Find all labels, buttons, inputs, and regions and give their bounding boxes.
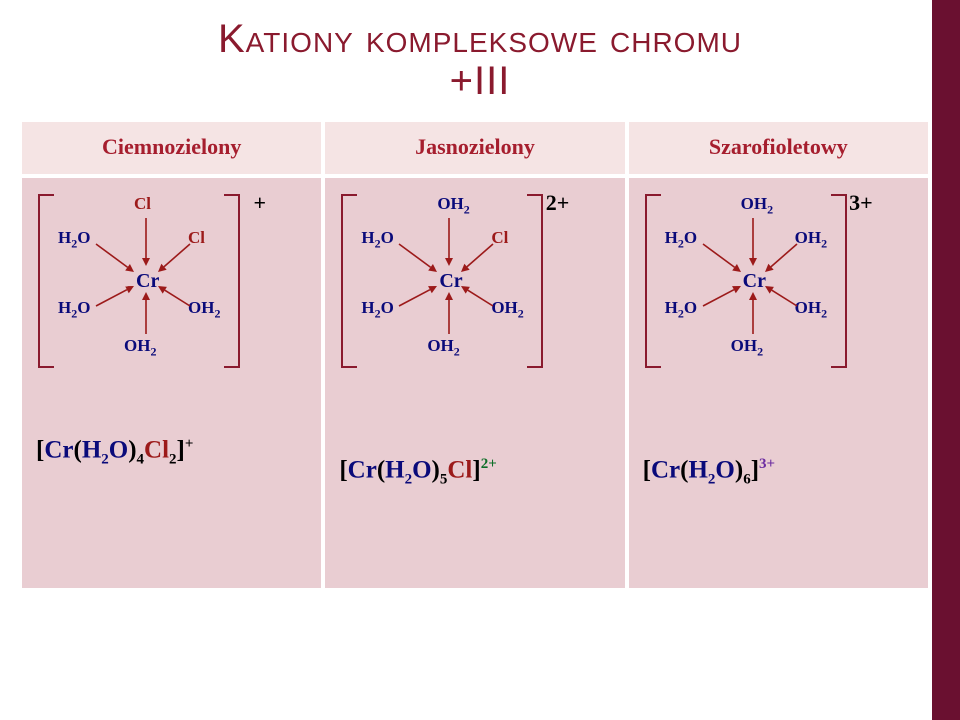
title-line1: Kationy kompleksowe chromu: [218, 17, 742, 61]
complex-diagram: +ClH2OClH2OOH2OH2 Cr: [38, 194, 268, 364]
complex-diagram: 2+OH2H2OClH2OOH2OH2 Cr: [341, 194, 571, 364]
column-cell: 3+OH2H2OOH2H2OOH2OH2 Cr [Cr(H2O)6]3+: [627, 176, 930, 590]
formula: [Cr(H2O)4Cl2]+: [36, 436, 193, 468]
header-row: CiemnozielonyJasnozielonySzarofioletowy: [20, 120, 930, 176]
column-cell: +ClH2OClH2OOH2OH2 Cr [Cr(H2O)4Cl2]+: [20, 176, 323, 590]
body-row: +ClH2OClH2OOH2OH2 Cr [Cr(H2O)4Cl2]+ 2+OH2H…: [20, 176, 930, 590]
column-cell: 2+OH2H2OClH2OOH2OH2 Cr [Cr(H2O)5Cl]2+: [323, 176, 626, 590]
formula: [Cr(H2O)5Cl]2+: [339, 456, 496, 488]
center-atom: Cr: [743, 270, 766, 293]
column-header: Ciemnozielony: [20, 120, 323, 176]
formula: [Cr(H2O)6]3+: [643, 456, 775, 488]
complex-diagram: 3+OH2H2OOH2H2OOH2OH2 Cr: [645, 194, 875, 364]
complex-table: CiemnozielonyJasnozielonySzarofioletowy …: [20, 120, 930, 590]
title-line2: +III: [450, 59, 511, 103]
column-header: Jasnozielony: [323, 120, 626, 176]
accent-band: [932, 0, 960, 720]
center-atom: Cr: [439, 270, 462, 293]
slide-title: Kationy kompleksowe chromu +III: [0, 0, 960, 102]
center-atom: Cr: [136, 270, 159, 293]
column-header: Szarofioletowy: [627, 120, 930, 176]
